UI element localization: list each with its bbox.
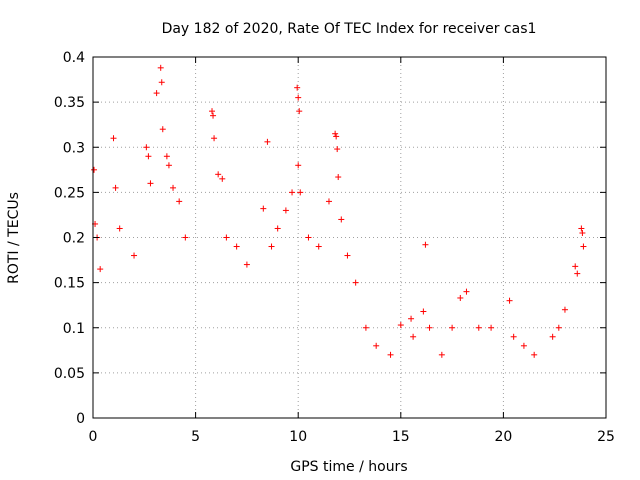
data-point: [233, 243, 240, 250]
data-point: [274, 225, 281, 232]
data-point: [145, 153, 152, 160]
data-point: [420, 308, 427, 315]
grid: [93, 57, 606, 418]
data-point: [438, 351, 445, 358]
data-point: [170, 184, 177, 191]
data-point: [520, 342, 527, 349]
data-point: [373, 342, 380, 349]
data-point: [147, 180, 154, 187]
data-point: [163, 153, 170, 160]
y-tick-label: 0: [76, 411, 85, 427]
y-axis-ticks: 0 0.05 0.1 0.15 0.2 0.25 0.3 0.35 0.4: [54, 50, 606, 427]
data-point: [555, 324, 562, 331]
data-point: [344, 252, 351, 259]
data-point: [165, 162, 172, 169]
data-point: [211, 135, 218, 142]
x-tick-label: 25: [597, 429, 615, 445]
data-point: [572, 263, 579, 270]
data-point: [387, 351, 394, 358]
data-point: [549, 333, 556, 340]
data-point: [488, 324, 495, 331]
data-point: [531, 351, 538, 358]
data-point: [182, 234, 189, 241]
data-point: [510, 333, 517, 340]
data-point: [475, 324, 482, 331]
data-point: [561, 306, 568, 313]
data-point: [334, 146, 341, 153]
data-point: [282, 207, 289, 214]
data-point: [296, 108, 303, 115]
data-point: [215, 171, 222, 178]
x-tick-label: 20: [494, 429, 512, 445]
data-point: [315, 243, 322, 250]
data-point: [335, 174, 342, 181]
data-point: [260, 205, 267, 212]
x-axis-label: GPS time / hours: [290, 459, 407, 475]
data-point: [153, 90, 160, 97]
data-point: [294, 84, 301, 91]
data-point: [131, 252, 138, 259]
data-point: [112, 184, 119, 191]
y-tick-label: 0.3: [63, 140, 85, 156]
x-tick-label: 5: [191, 429, 200, 445]
data-point: [332, 130, 339, 137]
data-point: [209, 108, 216, 115]
y-tick-label: 0.25: [54, 185, 85, 201]
data-point: [158, 79, 165, 86]
data-point: [574, 270, 581, 277]
data-point: [91, 166, 98, 173]
data-point: [506, 297, 513, 304]
y-tick-label: 0.4: [63, 50, 85, 66]
data-point: [295, 94, 302, 101]
data-point: [143, 144, 150, 151]
data-point: [295, 162, 302, 169]
y-axis-label: ROTI / TECUs: [6, 192, 22, 284]
data-point: [264, 138, 271, 145]
y-tick-label: 0.15: [54, 276, 85, 292]
x-tick-label: 10: [289, 429, 307, 445]
data-point: [338, 216, 345, 223]
data-point: [362, 324, 369, 331]
data-point: [305, 234, 312, 241]
data-point: [110, 135, 117, 142]
data-point: [159, 126, 166, 133]
data-point: [268, 243, 275, 250]
data-point: [426, 324, 433, 331]
data-point: [457, 294, 464, 301]
data-point: [243, 261, 250, 268]
y-tick-label: 0.2: [63, 231, 85, 247]
data-point: [463, 288, 470, 295]
data-point: [116, 225, 123, 232]
data-point: [579, 229, 586, 236]
data-point: [223, 234, 230, 241]
data-point: [352, 279, 359, 286]
data-point: [333, 133, 340, 140]
y-tick-label: 0.35: [54, 95, 85, 111]
data-point: [97, 266, 104, 273]
x-axis-ticks: 0 5 10 15 20 25: [89, 57, 615, 445]
y-tick-label: 0.05: [54, 366, 85, 382]
data-point: [325, 198, 332, 205]
data-point: [289, 189, 296, 196]
data-point: [449, 324, 456, 331]
data-point: [297, 189, 304, 196]
data-point: [410, 333, 417, 340]
data-point: [422, 241, 429, 248]
data-point: [578, 225, 585, 232]
data-point: [397, 322, 404, 329]
data-point: [176, 198, 183, 205]
data-point: [210, 112, 217, 119]
data-point: [408, 315, 415, 322]
chart-title: Day 182 of 2020, Rate Of TEC Index for r…: [162, 21, 537, 37]
x-tick-label: 0: [89, 429, 98, 445]
data-point: [219, 175, 226, 182]
data-point: [157, 64, 164, 71]
y-tick-label: 0.1: [63, 321, 85, 337]
data-point: [580, 243, 587, 250]
x-tick-label: 15: [392, 429, 410, 445]
data-points: [91, 64, 587, 358]
